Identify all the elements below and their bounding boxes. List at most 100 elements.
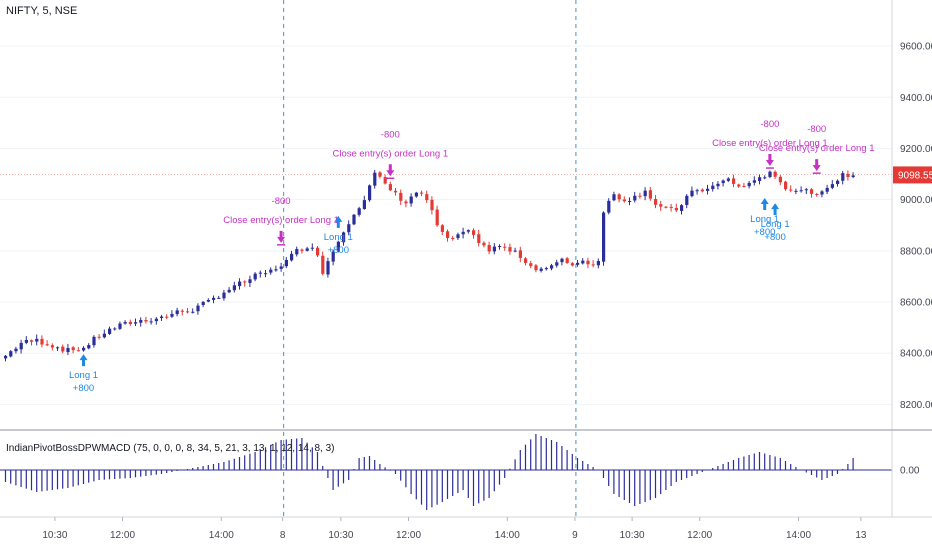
candle[interactable]: [305, 246, 309, 252]
candle[interactable]: [24, 336, 28, 345]
candle[interactable]: [347, 220, 351, 236]
candle[interactable]: [539, 267, 543, 273]
candle[interactable]: [378, 171, 382, 179]
candle[interactable]: [622, 196, 626, 203]
candle[interactable]: [92, 335, 96, 348]
candle[interactable]: [102, 329, 106, 339]
candle[interactable]: [248, 275, 252, 288]
candle[interactable]: [763, 175, 767, 180]
candle[interactable]: [362, 195, 366, 210]
candle[interactable]: [544, 266, 548, 271]
candle[interactable]: [508, 243, 512, 255]
price-pane[interactable]: [4, 169, 855, 362]
candle[interactable]: [149, 317, 153, 325]
candle[interactable]: [524, 257, 528, 266]
indicator-pane[interactable]: [0, 434, 892, 510]
candle[interactable]: [290, 250, 294, 262]
candle[interactable]: [40, 335, 44, 348]
candle[interactable]: [841, 170, 845, 185]
candle[interactable]: [342, 231, 346, 246]
candle[interactable]: [269, 267, 273, 275]
candle[interactable]: [784, 180, 788, 191]
candle[interactable]: [815, 192, 819, 197]
candle[interactable]: [123, 320, 127, 325]
candle[interactable]: [659, 200, 663, 211]
candle[interactable]: [144, 316, 148, 324]
candle[interactable]: [758, 174, 762, 185]
candle[interactable]: [643, 187, 647, 201]
candle[interactable]: [180, 309, 184, 316]
candle[interactable]: [451, 235, 455, 241]
candle[interactable]: [492, 242, 496, 255]
candle[interactable]: [118, 321, 122, 331]
candle[interactable]: [851, 172, 855, 179]
candle[interactable]: [446, 229, 450, 242]
candle[interactable]: [373, 169, 377, 189]
candle[interactable]: [279, 262, 283, 272]
candle[interactable]: [498, 244, 502, 250]
candle[interactable]: [50, 343, 54, 351]
candle[interactable]: [352, 213, 356, 226]
candle[interactable]: [45, 340, 49, 347]
candle[interactable]: [201, 300, 205, 308]
candle[interactable]: [768, 170, 772, 179]
candle[interactable]: [414, 191, 418, 198]
candle[interactable]: [612, 191, 616, 202]
candle[interactable]: [555, 259, 559, 268]
candle[interactable]: [61, 344, 65, 354]
candle[interactable]: [737, 183, 741, 188]
candle[interactable]: [456, 232, 460, 240]
candle[interactable]: [368, 184, 372, 202]
candle[interactable]: [331, 249, 335, 266]
candle[interactable]: [326, 257, 330, 278]
candle[interactable]: [518, 246, 522, 263]
candle[interactable]: [284, 257, 288, 269]
candle[interactable]: [76, 346, 80, 352]
candle[interactable]: [576, 259, 580, 267]
candle[interactable]: [227, 287, 231, 294]
candle[interactable]: [591, 260, 595, 268]
candle[interactable]: [825, 184, 829, 195]
candle[interactable]: [628, 197, 632, 206]
candle[interactable]: [487, 241, 491, 255]
candle[interactable]: [316, 246, 320, 258]
candle[interactable]: [4, 355, 8, 362]
candle[interactable]: [810, 188, 814, 198]
candle[interactable]: [71, 346, 75, 354]
candle[interactable]: [846, 170, 850, 181]
candle[interactable]: [108, 326, 112, 335]
candle[interactable]: [404, 199, 408, 208]
candle[interactable]: [87, 343, 91, 350]
candle[interactable]: [206, 298, 210, 303]
candle[interactable]: [170, 310, 174, 318]
candle[interactable]: [638, 192, 642, 199]
candle[interactable]: [191, 308, 195, 314]
candle[interactable]: [154, 317, 158, 325]
candle[interactable]: [799, 186, 803, 193]
candle[interactable]: [482, 241, 486, 248]
candle[interactable]: [778, 175, 782, 186]
candle[interactable]: [30, 339, 34, 346]
candle[interactable]: [836, 179, 840, 187]
candle[interactable]: [440, 223, 444, 236]
candle[interactable]: [212, 295, 216, 304]
candle[interactable]: [160, 314, 164, 322]
candle[interactable]: [503, 243, 507, 251]
candle[interactable]: [669, 203, 673, 212]
candle[interactable]: [175, 307, 179, 317]
candle[interactable]: [134, 318, 138, 327]
candle[interactable]: [648, 186, 652, 201]
candle[interactable]: [243, 280, 247, 287]
candle[interactable]: [394, 188, 398, 196]
candle[interactable]: [513, 247, 517, 253]
candle[interactable]: [35, 334, 39, 346]
candle[interactable]: [565, 256, 569, 264]
candle[interactable]: [607, 198, 611, 215]
candle[interactable]: [238, 278, 242, 290]
candle[interactable]: [264, 269, 268, 278]
candle[interactable]: [617, 193, 621, 203]
candle[interactable]: [472, 228, 476, 239]
candle[interactable]: [690, 186, 694, 198]
candle[interactable]: [529, 260, 533, 269]
candle[interactable]: [232, 281, 236, 293]
